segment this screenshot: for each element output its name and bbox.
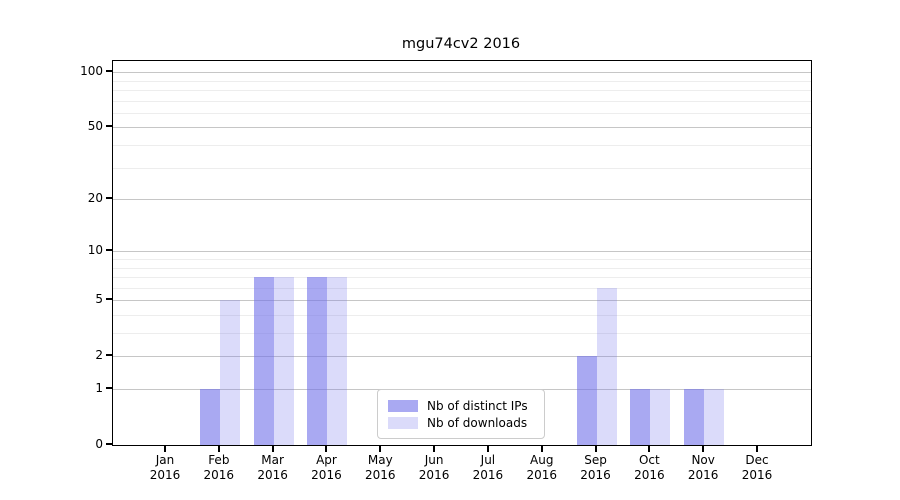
ytick-mark-10 [106, 249, 112, 252]
bar-distinct-ips-apr [307, 277, 328, 445]
xtick-label-oct: Oct 2016 [634, 453, 665, 482]
xtick-mark-nov [702, 446, 705, 452]
chart-title: mgu74cv2 2016 [401, 36, 521, 52]
xtick-label-aug: Aug 2016 [526, 453, 557, 482]
xtick-label-jan: Jan 2016 [149, 453, 181, 482]
xtick-mark-jul [486, 446, 489, 452]
gridline-minor-80 [113, 90, 811, 91]
bar-downloads-oct [650, 389, 671, 445]
plot-area [112, 60, 812, 446]
xtick-mark-dec [756, 446, 758, 452]
legend-label-downloads: Nb of downloads [427, 415, 528, 430]
xtick-label-mar: Mar 2016 [257, 453, 288, 482]
legend: Nb of distinct IPs Nb of downloads [377, 389, 545, 439]
xtick-mark-aug [540, 446, 543, 452]
bar-distinct-ips-sep [576, 356, 597, 445]
ytick-label-100: 100 [80, 64, 103, 79]
ytick-label-20: 20 [87, 191, 103, 206]
gridline-5 [113, 300, 811, 302]
gridline-minor-60 [113, 112, 811, 114]
bar-downloads-mar [273, 277, 294, 445]
bar-distinct-ips-nov [684, 389, 705, 445]
legend-item-distinct-ips: Nb of distinct IPs [388, 397, 534, 414]
bar-downloads-apr [327, 277, 348, 445]
gridline-minor-70 [113, 100, 811, 102]
xtick-mark-jun [433, 446, 436, 452]
gridline-minor-6 [113, 287, 811, 289]
ytick-mark-5 [106, 298, 112, 301]
bar-downloads-sep [596, 287, 617, 445]
ytick-mark-100 [106, 70, 112, 73]
ytick-label-5: 5 [95, 292, 103, 307]
bar-distinct-ips-oct [630, 389, 651, 445]
ytick-label-0: 0 [95, 437, 103, 451]
gridline-minor-8 [113, 267, 811, 269]
ytick-mark-1 [106, 387, 112, 389]
xtick-label-dec: Dec 2016 [741, 453, 773, 482]
xtick-label-nov: Nov 2016 [687, 453, 719, 482]
xtick-label-may: May 2016 [364, 453, 396, 482]
xtick-label-feb: Feb 2016 [203, 453, 235, 482]
ytick-mark-0 [106, 443, 112, 445]
ytick-mark-20 [106, 197, 112, 200]
legend-swatch-distinct-ips [388, 399, 418, 412]
xtick-label-jun: Jun 2016 [418, 453, 450, 482]
legend-swatch-downloads [388, 416, 418, 429]
gridline-20 [113, 199, 811, 201]
xtick-mark-jan [164, 446, 166, 452]
xtick-label-sep: Sep 2016 [580, 453, 611, 482]
bar-distinct-ips-feb [199, 389, 220, 445]
gridline-minor-3 [113, 333, 811, 334]
xtick-mark-may [379, 446, 382, 452]
gridline-minor-30 [113, 167, 811, 169]
bar-downloads-nov [704, 389, 725, 445]
bar-distinct-ips-mar [253, 277, 274, 445]
xtick-mark-feb [217, 446, 220, 452]
gridline-minor-90 [113, 80, 811, 82]
xtick-label-jul: Jul 2016 [472, 453, 504, 482]
xtick-mark-apr [325, 446, 328, 452]
ytick-label-10: 10 [87, 243, 103, 258]
xtick-mark-mar [271, 446, 274, 452]
xtick-mark-oct [648, 446, 651, 452]
gridline-2 [113, 356, 811, 358]
xtick-label-apr: Apr 2016 [311, 453, 342, 482]
gridline-minor-4 [113, 314, 811, 316]
gridline-minor-9 [113, 258, 811, 260]
legend-label-distinct-ips: Nb of distinct IPs [427, 398, 528, 413]
gridline-minor-40 [113, 145, 811, 146]
gridline-minor-7 [113, 277, 811, 279]
gridline-10 [113, 251, 811, 253]
legend-item-downloads: Nb of downloads [388, 414, 534, 431]
ytick-label-2: 2 [95, 348, 103, 363]
gridline-100 [113, 72, 811, 74]
ytick-label-1: 1 [95, 381, 103, 395]
ytick-mark-50 [106, 125, 112, 128]
ytick-mark-2 [106, 354, 112, 357]
xtick-mark-sep [594, 446, 597, 452]
bar-downloads-feb [219, 300, 240, 445]
ytick-label-50: 50 [87, 119, 103, 134]
gridline-50 [113, 127, 811, 129]
